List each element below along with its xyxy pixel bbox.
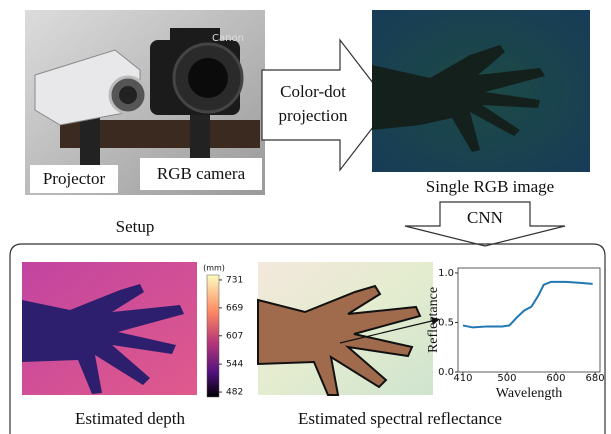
y-tick-label: 1.0 (438, 268, 454, 279)
projection-line2: projection (279, 106, 348, 125)
colorbar-tick-label: 669 (226, 303, 243, 313)
camera-label: RGB camera (157, 164, 246, 183)
setup-caption: Setup (116, 217, 155, 236)
reflectance-image (258, 262, 433, 395)
setup-photo: Canon Projector RGB camera (25, 10, 265, 195)
colorbar-tick-label: 607 (226, 331, 243, 341)
projection-line1: Color-dot (280, 82, 346, 101)
x-tick-label: 600 (546, 373, 565, 384)
cnn-label: CNN (467, 208, 503, 227)
y-tick-label: 0.0 (438, 367, 454, 378)
figure: Canon Projector RGB camera Setup Color-d… (0, 0, 611, 434)
colorbar (207, 275, 219, 397)
x-tick-label: 680 (586, 373, 605, 384)
depth-caption: Estimated depth (75, 409, 186, 428)
reflectance-caption: Estimated spectral reflectance (298, 409, 502, 428)
y-axis-label: Reflectance (426, 287, 441, 353)
colorbar-tick-label: 544 (226, 360, 243, 370)
x-tick-label: 500 (497, 373, 516, 384)
colorbar-tick-label: 482 (226, 388, 243, 398)
rgb-caption: Single RGB image (426, 177, 554, 196)
colorbar-unit: (mm) (203, 264, 225, 273)
rgb-image (372, 10, 590, 172)
camera-brand: Canon (212, 33, 244, 44)
projector-label: Projector (43, 169, 106, 188)
x-tick-label: 410 (453, 373, 472, 384)
depth-image (22, 262, 197, 395)
x-axis-label: Wavelength (496, 386, 563, 401)
colorbar-tick-label: 731 (226, 275, 243, 285)
